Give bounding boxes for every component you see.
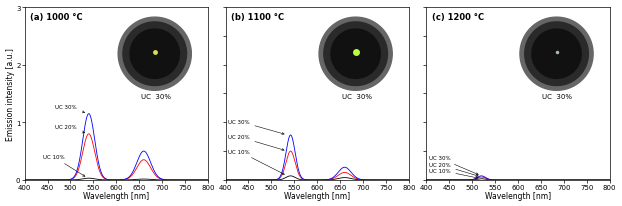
Text: UC 30%: UC 30% — [228, 119, 284, 135]
Text: UC  30%: UC 30% — [341, 93, 371, 99]
Y-axis label: Emission intensity [a.u.]: Emission intensity [a.u.] — [6, 48, 14, 140]
Text: UC  30%: UC 30% — [542, 93, 572, 99]
X-axis label: Wavelength [nm]: Wavelength [nm] — [485, 192, 551, 200]
Text: UC 10%: UC 10% — [228, 149, 284, 174]
X-axis label: Wavelength [nm]: Wavelength [nm] — [284, 192, 350, 200]
Text: UC 30%: UC 30% — [429, 156, 478, 175]
Text: UC  30%: UC 30% — [141, 93, 170, 99]
Text: (b) 1100 °C: (b) 1100 °C — [231, 13, 284, 22]
Text: UC 10%: UC 10% — [43, 154, 85, 177]
X-axis label: Wavelength [nm]: Wavelength [nm] — [83, 192, 149, 200]
Text: (a) 1000 °C: (a) 1000 °C — [30, 13, 83, 22]
Text: UC 30%: UC 30% — [55, 104, 85, 113]
Text: UC 20%: UC 20% — [429, 162, 478, 177]
Text: UC 20%: UC 20% — [55, 124, 85, 133]
Text: UC 10%: UC 10% — [429, 168, 478, 179]
Text: UC 20%: UC 20% — [228, 135, 284, 151]
Text: (c) 1200 °C: (c) 1200 °C — [432, 13, 484, 22]
